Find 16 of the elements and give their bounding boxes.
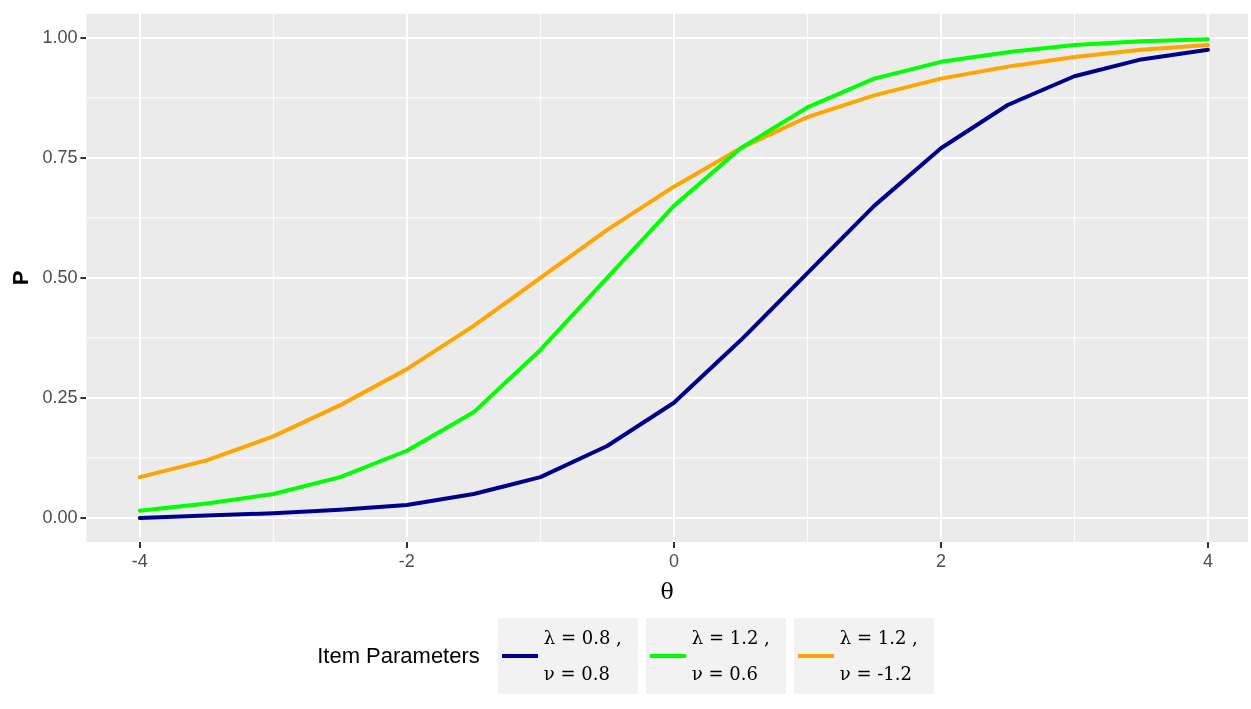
legend-title: Item Parameters: [317, 643, 480, 669]
y-tick-label: 0.00: [42, 506, 78, 527]
x-tick-label: -2: [398, 550, 415, 571]
x-tick-label: 4: [1202, 550, 1213, 571]
y-tick-label: 1.00: [42, 26, 78, 47]
x-tick-label: 0: [668, 550, 679, 571]
legend-label: λ = 1.2 , ν = 0.6: [691, 626, 771, 686]
legend-label: λ = 1.2 , ν = -1.2: [839, 626, 919, 686]
y-tick-label: 0.50: [42, 266, 78, 287]
x-tick-label: 2: [935, 550, 946, 571]
x-tick-label: -4: [131, 550, 148, 571]
y-axis-title: P: [8, 270, 34, 286]
legend-label: λ = 0.8 , ν = 0.8: [543, 626, 623, 686]
x-axis-title: θ: [660, 578, 674, 604]
y-tick-label: 0.25: [42, 386, 78, 407]
y-tick-label: 0.75: [42, 146, 78, 167]
